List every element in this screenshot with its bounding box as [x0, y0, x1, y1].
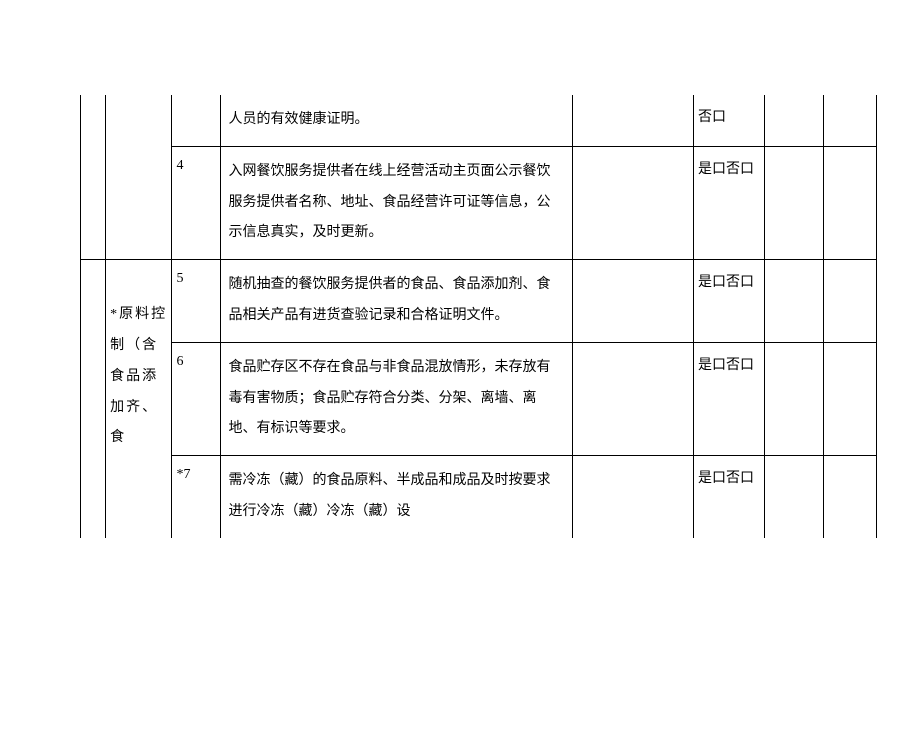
- row-content: 需冷冻（藏）的食品原料、半成品和成品及时按要求进行冷冻（藏）冷冻（藏）设: [220, 456, 572, 538]
- row-num: *7: [172, 456, 220, 538]
- empty-cell: [572, 342, 693, 455]
- empty-cell: [824, 260, 877, 343]
- empty-cell: [572, 260, 693, 343]
- empty-cell: [572, 95, 693, 146]
- row-num: [172, 95, 220, 146]
- yes-no-cell: 是口否口: [693, 146, 764, 259]
- table-row: 人员的有效健康证明。 否口: [81, 95, 877, 146]
- empty-cell: [824, 95, 877, 146]
- row-num: 6: [172, 342, 220, 455]
- section-2-col-1: [81, 260, 106, 538]
- row-content: 人员的有效健康证明。: [220, 95, 572, 146]
- empty-cell: [764, 146, 823, 259]
- empty-cell: [764, 95, 823, 146]
- empty-cell: [764, 342, 823, 455]
- empty-cell: [824, 146, 877, 259]
- empty-cell: [824, 342, 877, 455]
- empty-cell: [764, 260, 823, 343]
- row-content: 食品贮存区不存在食品与非食品混放情形，未存放有毒有害物质；食品贮存符合分类、分架…: [220, 342, 572, 455]
- empty-cell: [764, 456, 823, 538]
- inspection-table-container: 人员的有效健康证明。 否口 4 入网餐饮服务提供者在线上经营活动主页面公示餐饮服…: [80, 95, 877, 538]
- yes-no-cell: 是口否口: [693, 456, 764, 538]
- table-row: *原料控制（含食品添加齐、食 5 随机抽查的餐饮服务提供者的食品、食品添加剂、食…: [81, 260, 877, 343]
- empty-cell: [572, 146, 693, 259]
- yes-no-cell: 是口否口: [693, 260, 764, 343]
- yes-no-cell: 是口否口: [693, 342, 764, 455]
- section-1-col-2: [106, 95, 172, 260]
- table-row: 6 食品贮存区不存在食品与非食品混放情形，未存放有毒有害物质；食品贮存符合分类、…: [81, 342, 877, 455]
- inspection-table: 人员的有效健康证明。 否口 4 入网餐饮服务提供者在线上经营活动主页面公示餐饮服…: [80, 95, 877, 538]
- row-content: 入网餐饮服务提供者在线上经营活动主页面公示餐饮服务提供者名称、地址、食品经营许可…: [220, 146, 572, 259]
- row-num: 5: [172, 260, 220, 343]
- row-content: 随机抽查的餐饮服务提供者的食品、食品添加剂、食品相关产品有进货查验记录和合格证明…: [220, 260, 572, 343]
- empty-cell: [824, 456, 877, 538]
- table-row: *7 需冷冻（藏）的食品原料、半成品和成品及时按要求进行冷冻（藏）冷冻（藏）设 …: [81, 456, 877, 538]
- row-num: 4: [172, 146, 220, 259]
- yes-no-cell: 否口: [693, 95, 764, 146]
- section-1-col-1: [81, 95, 106, 260]
- table-row: 4 入网餐饮服务提供者在线上经营活动主页面公示餐饮服务提供者名称、地址、食品经营…: [81, 146, 877, 259]
- section-2-label: *原料控制（含食品添加齐、食: [106, 260, 172, 538]
- empty-cell: [572, 456, 693, 538]
